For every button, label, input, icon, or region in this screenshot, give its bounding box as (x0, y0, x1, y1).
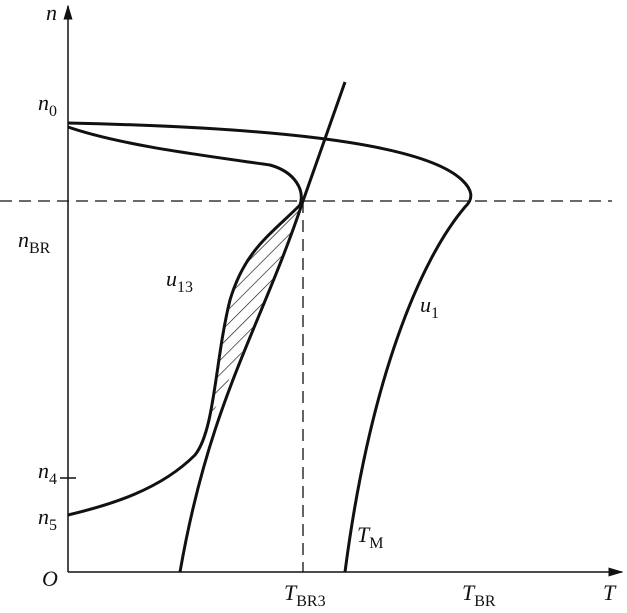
curve-u13 (67, 125, 303, 517)
label: TBR (462, 580, 496, 610)
label: TM (357, 522, 383, 552)
y-axis-label: n (46, 0, 57, 25)
label: u13 (166, 266, 193, 296)
label: n4 (38, 458, 57, 488)
origin-label: O (42, 566, 58, 591)
label: nBR (18, 227, 51, 257)
label: TBR3 (284, 580, 326, 610)
hatched-area (195, 201, 303, 455)
curve-tm (178, 81, 347, 573)
curve-u1 (67, 121, 473, 573)
label: n0 (38, 90, 57, 120)
x-axis-label: T (603, 580, 617, 605)
label: u1 (420, 292, 439, 322)
label: n5 (38, 504, 57, 534)
